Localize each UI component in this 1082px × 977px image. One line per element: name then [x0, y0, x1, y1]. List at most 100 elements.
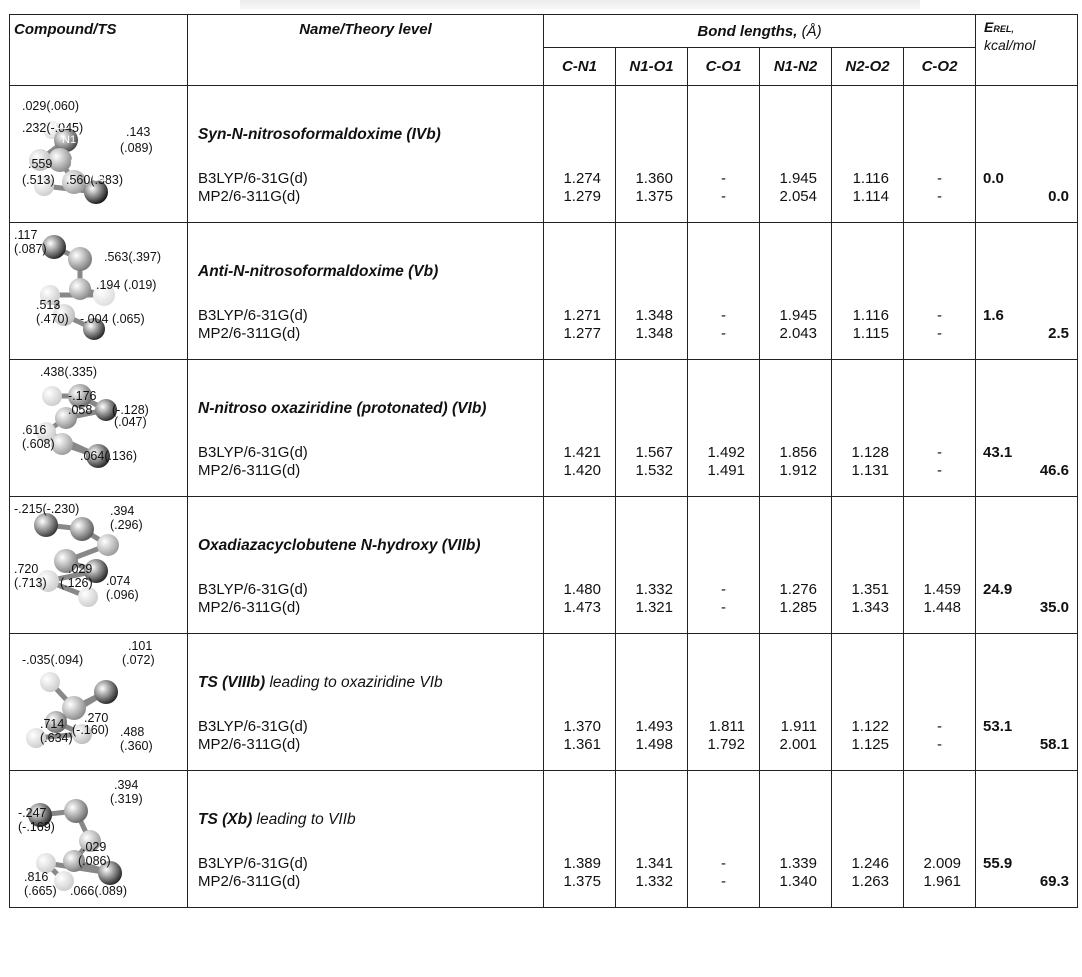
charge-label: (-.128)	[112, 403, 149, 417]
theory-level: MP2/6-311G(d)	[198, 325, 301, 342]
compound-title: Oxadiazacyclobutene N-hydroxy (VIIb)	[198, 537, 481, 554]
value-cell: 1.480 1.473	[543, 496, 616, 634]
compound-title: N-nitroso oxaziridine (protonated) (VIb)	[198, 400, 487, 417]
header-name-level: Name/Theory level	[187, 14, 544, 86]
molecule-diagram	[26, 672, 118, 748]
charge-label: (.360)	[120, 739, 153, 753]
atom-sphere	[93, 284, 115, 306]
charge-label: (.319)	[110, 792, 143, 806]
atom-sphere	[64, 799, 88, 823]
molecule-figure: -.035(.094) .101 (.072) .714 (.634) .270 (-.16…	[9, 633, 188, 771]
value-cell: 1.911 2.001	[759, 633, 832, 771]
value-cell: --	[687, 496, 760, 634]
theory-level: B3LYP/6-31G(d)	[198, 444, 308, 461]
atom-sphere	[78, 587, 98, 607]
value-cell: 1.116 1.115	[831, 222, 904, 360]
charge-label: .616	[22, 423, 47, 437]
atom-sphere	[69, 278, 91, 300]
charge-label: .194 (.019)	[96, 278, 157, 292]
atom-sphere	[53, 304, 75, 326]
value-cell: 1.370 1.361	[543, 633, 616, 771]
molecule-figure: .438(.335) -.176 (-.128) .058 (.047) .616 (.60…	[9, 359, 188, 497]
value-cell: --	[687, 222, 760, 360]
theory-level: B3LYP/6-31G(d)	[198, 170, 308, 187]
charge-label: .232(-.045)	[22, 121, 84, 135]
atom-sphere	[86, 444, 110, 468]
atom-sphere	[70, 517, 94, 541]
value-cell: --	[902, 633, 977, 771]
value-cell: 1.348 1.348	[615, 222, 688, 360]
compound-name-cell: Oxadiazacyclobutene N-hydroxy (VIIb) B3L…	[187, 496, 544, 634]
value-cell: 1.421 1.420	[543, 359, 616, 497]
molecule-figure: .117 (.087) .563(.397) .194 (.019) .513 (.470…	[9, 222, 188, 360]
atom-sphere	[28, 803, 52, 827]
atom-sphere	[79, 830, 101, 852]
erel-cell: 1.6 2.5	[975, 222, 1079, 360]
compound-title: TS (Xb) leading to VIIb	[198, 811, 356, 828]
charge-label: (.087)	[14, 242, 47, 256]
erel-cell: 0.0 0.0	[975, 85, 1079, 223]
charge-label: (.126)	[60, 576, 93, 590]
atom-sphere	[51, 433, 73, 455]
charge-label: .143	[126, 125, 151, 139]
molecule-figure: -.215(-.230) .394 (.296) .720 (.713) .029 (.12…	[9, 496, 188, 634]
charge-label: (.665)	[24, 884, 57, 898]
charge-label: -.004 (.065)	[80, 312, 145, 326]
compound-name-cell: Syn-N-nitrosoformaldoxime (IVb) B3LYP/6-…	[187, 85, 544, 223]
value-cell: 1.332 1.321	[615, 496, 688, 634]
col-n1-n2: N1-N2	[759, 47, 832, 86]
charge-label: .101	[128, 639, 153, 653]
charge-label: (.513)	[22, 173, 55, 187]
atom-label: O1	[54, 120, 69, 132]
header-bond-lengths: Bond lengths, (Å)	[542, 14, 977, 48]
charge-label: .714	[40, 717, 65, 731]
molecule-figure: .029(.060) .232(-.045) .143 (.089) .559 (.513…	[9, 85, 188, 223]
charge-label: .064(.136)	[80, 449, 137, 463]
value-cell: 1.116 1.114	[831, 85, 904, 223]
value-cell: 1.274 1.279	[543, 85, 616, 223]
atom-sphere	[72, 724, 92, 744]
value-cell: 1.459 1.448	[902, 496, 977, 634]
value-cell: 1.341 1.332	[615, 770, 688, 908]
value-cell: 1.276 1.285	[759, 496, 832, 634]
value-cell: 1.351 1.343	[831, 496, 904, 634]
atom-sphere	[84, 559, 108, 583]
atom-label: N1	[62, 134, 77, 146]
value-cell: 1.128 1.131	[831, 359, 904, 497]
header-compound: Compound/TS	[9, 14, 188, 86]
value-cell: --	[902, 359, 977, 497]
atom-sphere	[95, 399, 117, 421]
charge-label: -.035(.094)	[22, 653, 84, 667]
charge-label: .559	[28, 157, 53, 171]
atom-sphere	[36, 422, 56, 442]
value-cell: 1.567 1.532	[615, 359, 688, 497]
value-cell: 1.492 1.491	[687, 359, 760, 497]
theory-level: B3LYP/6-31G(d)	[198, 855, 308, 872]
value-cell: 1.811 1.792	[687, 633, 760, 771]
atom-sphere	[48, 148, 72, 172]
atom-sphere	[29, 149, 51, 171]
table-row: .029(.060) .232(-.045) .143 (.089) .559 (.513…	[9, 85, 1079, 223]
theory-level: B3LYP/6-31G(d)	[198, 307, 308, 324]
value-cell: --	[902, 222, 977, 360]
atom-sphere	[97, 534, 119, 556]
charge-label: (.713)	[14, 576, 47, 590]
value-cell: --	[687, 770, 760, 908]
charge-label: .058	[68, 403, 93, 417]
atom-label: N2	[70, 158, 85, 170]
charge-label: (.089)	[120, 141, 153, 155]
table-row: -.035(.094) .101 (.072) .714 (.634) .270 (-.16…	[9, 633, 1079, 771]
value-cell: 1.339 1.340	[759, 770, 832, 908]
charge-label: .029(.060)	[22, 99, 79, 113]
value-cell: 1.271 1.277	[543, 222, 616, 360]
atom-sphere	[42, 386, 62, 406]
charge-label: .394	[110, 504, 135, 518]
charge-label: .074	[106, 574, 131, 588]
charge-label: .270	[84, 711, 109, 725]
atom-sphere	[34, 176, 54, 196]
value-cell: 1.493 1.498	[615, 633, 688, 771]
atom-label: O2	[92, 172, 107, 184]
atom-sphere	[45, 711, 67, 733]
atom-sphere	[40, 285, 60, 305]
value-cell: 1.856 1.912	[759, 359, 832, 497]
